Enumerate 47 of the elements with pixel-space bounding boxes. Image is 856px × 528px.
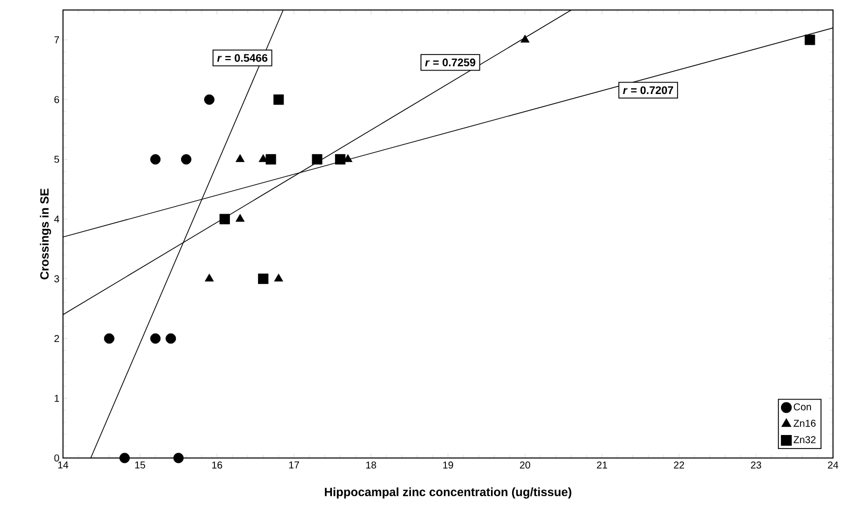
point bbox=[204, 274, 214, 282]
x-tick-label: 16 bbox=[212, 462, 222, 469]
y-axis-title: Crossings in SE bbox=[40, 188, 52, 280]
point bbox=[150, 333, 161, 344]
point bbox=[204, 94, 214, 105]
y-tick-label: 7 bbox=[54, 36, 59, 44]
legend-label: Zn16 bbox=[794, 420, 816, 427]
legend-label: Con bbox=[794, 403, 811, 410]
point bbox=[236, 154, 245, 162]
point bbox=[258, 274, 268, 284]
point bbox=[181, 154, 192, 165]
point bbox=[173, 452, 184, 464]
point bbox=[335, 154, 346, 165]
y-tick-label: 4 bbox=[54, 216, 60, 222]
point bbox=[273, 94, 284, 105]
x-tick-label: 15 bbox=[135, 462, 146, 468]
x-tick-label: 23 bbox=[750, 462, 762, 469]
legend-label: Zn32 bbox=[794, 436, 816, 444]
point bbox=[104, 333, 114, 344]
annotation: r = 0.7207 bbox=[623, 86, 674, 94]
y-tick-label: 5 bbox=[54, 156, 60, 163]
y-tick-label: 0 bbox=[54, 454, 60, 462]
x-tick-label: 18 bbox=[366, 462, 376, 469]
x-tick-label: 21 bbox=[596, 462, 608, 468]
annotation: r = 0.7259 bbox=[425, 58, 476, 66]
point bbox=[119, 452, 130, 464]
y-tick-label: 3 bbox=[54, 275, 60, 282]
point bbox=[274, 274, 284, 282]
x-tick-label: 20 bbox=[520, 462, 530, 469]
x-axis-title: Hippocampal zinc concentration (ug/tissue) bbox=[324, 487, 572, 499]
annotation: r = 0.5466 bbox=[217, 54, 268, 62]
x-tick-label: 14 bbox=[58, 462, 68, 468]
point bbox=[150, 154, 161, 165]
x-tick-label: 24 bbox=[828, 462, 838, 468]
x-tick-label: 17 bbox=[289, 462, 300, 468]
x-tick-label: 19 bbox=[443, 462, 454, 469]
point bbox=[236, 214, 245, 222]
point bbox=[520, 34, 530, 43]
point bbox=[312, 154, 322, 165]
point bbox=[804, 34, 816, 46]
y-tick-label: 6 bbox=[54, 96, 60, 104]
point bbox=[166, 333, 176, 344]
point bbox=[266, 154, 276, 165]
point bbox=[220, 214, 230, 224]
x-tick-label: 22 bbox=[674, 462, 684, 468]
y-tick-label: 1 bbox=[54, 394, 59, 402]
y-tick-label: 2 bbox=[54, 335, 59, 342]
